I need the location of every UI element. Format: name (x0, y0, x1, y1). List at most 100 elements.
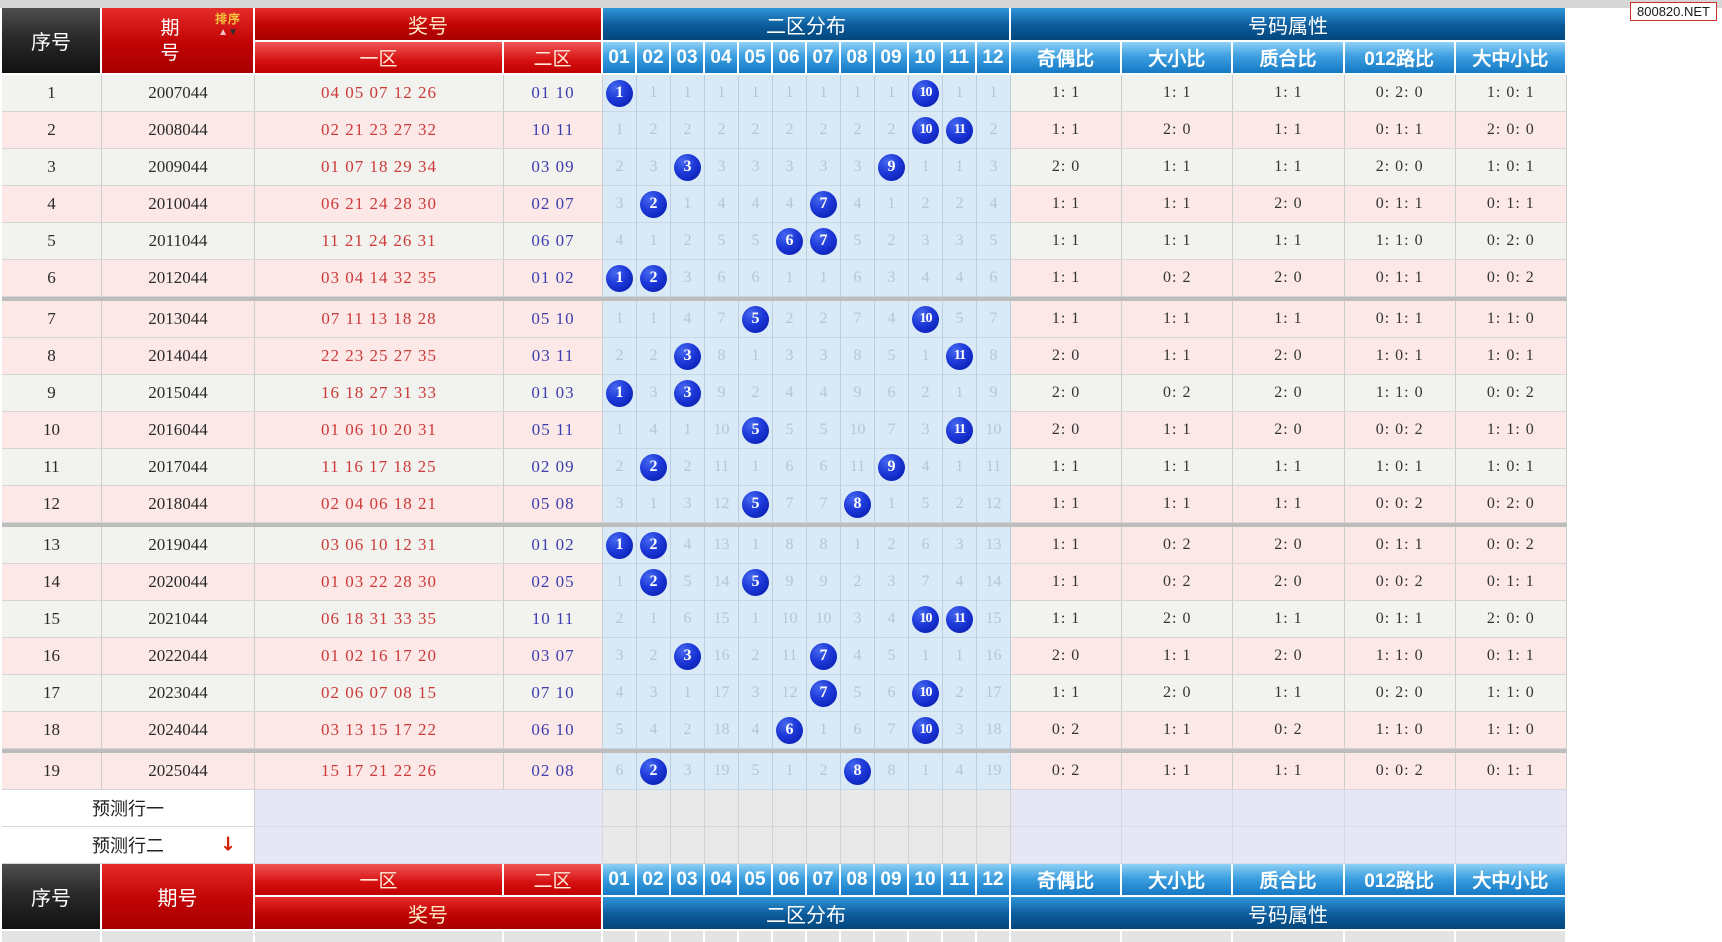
hit-ball: 5 (742, 305, 769, 333)
zone1-numbers: 01 06 10 20 31 (255, 412, 504, 449)
grid-cell: 3 (637, 149, 671, 186)
attr-column-header: 大中小比 (1455, 42, 1567, 75)
hit-ball: 2 (640, 453, 667, 481)
sliver-cell (977, 931, 1011, 942)
attr-cell: 1: 1 (1122, 75, 1234, 112)
grid-cell: 2 (807, 301, 841, 338)
grid-cell: 2 (603, 149, 637, 186)
attr-cell: 0: 1: 1 (1455, 638, 1567, 675)
zone2-numbers: 02 09 (504, 449, 603, 486)
grid-cell: 1 (943, 638, 977, 675)
grid-cell: 8 (841, 338, 875, 375)
table-row: 7 2013044 07 11 13 18 28 05 10 1 1 4 7 5 2 2 7 4 10 5 7… (2, 301, 1567, 338)
attr-cell: 1: 1 (1122, 223, 1234, 260)
hit-ball: 5 (742, 568, 769, 596)
sort-asc-icon[interactable]: ▲ (218, 27, 228, 38)
grid-cell: 9 (773, 564, 807, 601)
prediction-label-text: 预测行一 (92, 799, 164, 819)
seq-cell: 1 (2, 75, 102, 112)
table-body: 1 2007044 04 05 07 12 26 01 10 1 1 1 1 1 1 1 1 1 10 1 1… (2, 75, 1567, 790)
attr-cell: 1: 0: 1 (1455, 149, 1567, 186)
period-cell: 2018044 (102, 486, 255, 523)
grid-cell: 1 (603, 527, 637, 564)
attr-cell: 0: 1: 1 (1455, 564, 1567, 601)
grid-cell: 3 (943, 527, 977, 564)
grid-cell: 1 (807, 712, 841, 749)
attr-cell: 1: 1 (1233, 149, 1345, 186)
grid-cell: 8 (773, 527, 807, 564)
hit-ball: 5 (742, 490, 769, 518)
attr-cell: 1: 1 (1011, 112, 1123, 149)
grid-cell: 3 (807, 338, 841, 375)
attr-cell: 0: 1: 1 (1344, 186, 1456, 223)
hit-ball: 5 (742, 416, 769, 444)
table-row: 6 2012044 03 04 14 32 35 01 02 1 2 3 6 6 1 1 6 3 4 4 6 1… (2, 260, 1567, 297)
attr-cell: 0: 2 (1011, 753, 1123, 790)
grid-cell: 2 (671, 449, 705, 486)
attr-cell: 1: 1 (1011, 675, 1123, 712)
prediction-grid-cell (977, 790, 1011, 827)
attr-cell: 1: 1 (1011, 601, 1123, 638)
zone2-numbers: 01 10 (504, 75, 603, 112)
sliver-cell (671, 931, 705, 942)
zone1-numbers: 01 03 22 28 30 (255, 564, 504, 601)
hit-ball: 3 (674, 379, 701, 407)
ball-column-header-02: 02 (637, 42, 671, 75)
sort-control[interactable]: 排序 ▲▼ (215, 13, 241, 39)
prediction-grid-cell (705, 827, 739, 864)
attr-cell: 2: 0 (1233, 260, 1345, 297)
hit-ball: 2 (640, 190, 667, 218)
grid-cell: 3 (603, 186, 637, 223)
zone2-numbers: 02 07 (504, 186, 603, 223)
attr-cell: 0: 1: 1 (1344, 601, 1456, 638)
sliver-cell (1122, 931, 1234, 942)
zone1-numbers: 01 07 18 29 34 (255, 149, 504, 186)
grid-cell: 6 (773, 712, 807, 749)
header-erqu-fenbu: 二区分布 (603, 8, 1011, 42)
footer-attr-column-header: 奇偶比 (1011, 864, 1123, 897)
grid-cell: 4 (875, 601, 909, 638)
hit-ball: 3 (674, 153, 701, 181)
grid-cell: 1 (671, 186, 705, 223)
table-row: 17 2023044 02 06 07 08 15 07 10 4 3 1 17 3 12 7 5 6 1… (2, 675, 1567, 712)
grid-cell: 5 (875, 338, 909, 375)
header-erqu: 二区 (504, 42, 603, 75)
sort-label[interactable]: 排序 (214, 12, 241, 26)
grid-cell: 6 (909, 527, 943, 564)
grid-cell: 17 (977, 675, 1011, 712)
sort-desc-icon[interactable]: ▼ (227, 27, 238, 38)
grid-cell: 6 (977, 260, 1011, 297)
ball-column-header-08: 08 (841, 42, 875, 75)
footer-ball-column-header-09: 09 (875, 864, 909, 897)
grid-cell: 1 (603, 412, 637, 449)
header-qihao: 期号 排序 ▲▼ (102, 8, 255, 75)
attr-cell: 2: 0 (1011, 638, 1123, 675)
grid-cell: 1 (875, 75, 909, 112)
seq-cell: 4 (2, 186, 102, 223)
table-row: 11 2017044 11 16 17 18 25 02 09 2 2 2 11 1 6 6 11 9 4… (2, 449, 1567, 486)
attr-cell: 0: 1: 1 (1455, 186, 1567, 223)
grid-cell: 12 (773, 675, 807, 712)
attr-cell: 1: 1: 0 (1455, 412, 1567, 449)
grid-cell: 11 (943, 601, 977, 638)
prediction-grid-cell (603, 790, 637, 827)
hit-ball: 8 (844, 757, 871, 785)
attr-column-header: 质合比 (1233, 42, 1345, 75)
zone1-numbers: 07 11 13 18 28 (255, 301, 504, 338)
grid-cell: 8 (875, 753, 909, 790)
footer-attr-column-header: 大小比 (1122, 864, 1234, 897)
grid-cell: 6 (773, 449, 807, 486)
grid-cell: 1 (603, 112, 637, 149)
hit-ball: 2 (640, 757, 667, 785)
grid-cell: 9 (705, 375, 739, 412)
grid-cell: 1 (773, 75, 807, 112)
attr-cell: 2: 0 (1122, 675, 1234, 712)
zone1-numbers: 16 18 27 31 33 (255, 375, 504, 412)
grid-cell: 1 (943, 149, 977, 186)
grid-cell: 4 (807, 375, 841, 412)
hit-ball: 10 (912, 79, 939, 107)
grid-cell: 11 (705, 449, 739, 486)
grid-cell: 7 (807, 186, 841, 223)
grid-cell: 2 (637, 638, 671, 675)
grid-cell: 2 (637, 186, 671, 223)
